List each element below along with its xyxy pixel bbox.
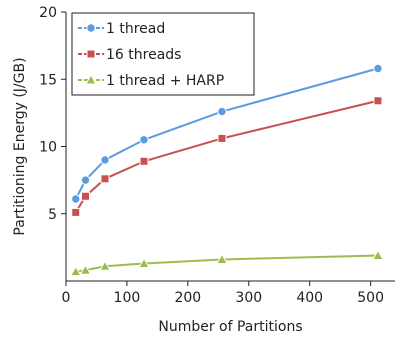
data-point (372, 249, 384, 260)
data-point (216, 253, 228, 264)
data-point (79, 264, 92, 275)
legend-label: 16 threads (106, 47, 181, 63)
legend-label: 1 thread (106, 21, 165, 37)
data-point (100, 155, 110, 165)
y-tick-label: 20 (39, 5, 57, 21)
series-1 (71, 63, 383, 204)
data-point (71, 207, 81, 217)
legend-marker (86, 49, 96, 59)
data-point (99, 260, 111, 271)
y-tick-label: 5 (48, 207, 57, 223)
legend-item: 16 threads (78, 47, 181, 63)
series-2 (71, 96, 383, 217)
legend-label: 1 thread + HARP (106, 73, 224, 89)
x-tick-label: 200 (174, 290, 201, 306)
y-tick-label: 10 (39, 140, 57, 156)
data-point (217, 106, 227, 117)
legend-item: 1 thread + HARP (78, 73, 224, 89)
x-tick-label: 0 (62, 290, 71, 306)
legend-marker (85, 73, 97, 85)
axes: 0 100 200 300 400 500 5 10 15 20 (39, 5, 395, 306)
x-axis-label: Number of Partitions (158, 319, 302, 335)
x-tick-label: 100 (114, 290, 141, 306)
legend-item: 1 thread (78, 21, 165, 37)
data-point (138, 257, 150, 269)
data-point (373, 96, 383, 106)
data-point (80, 191, 90, 201)
series-line (74, 99, 379, 213)
data-point (71, 194, 81, 204)
x-tick-label: 400 (296, 290, 323, 306)
legend: 1 thread 16 threads 1 thread + HARP (71, 12, 255, 96)
data-point (80, 175, 91, 185)
y-tick-label: 15 (39, 72, 57, 88)
data-point (217, 133, 227, 143)
legend-marker (86, 23, 96, 33)
y-axis-label: Partitioning Energy (J/GB) (12, 57, 28, 235)
data-point (373, 63, 383, 74)
data-point (100, 174, 110, 184)
series-3 (69, 249, 384, 277)
data-point (139, 135, 149, 145)
series-layer (69, 63, 384, 277)
data-point (139, 156, 149, 166)
x-tick-label: 500 (357, 290, 384, 306)
x-tick-label: 300 (235, 290, 262, 306)
data-point (69, 265, 82, 277)
